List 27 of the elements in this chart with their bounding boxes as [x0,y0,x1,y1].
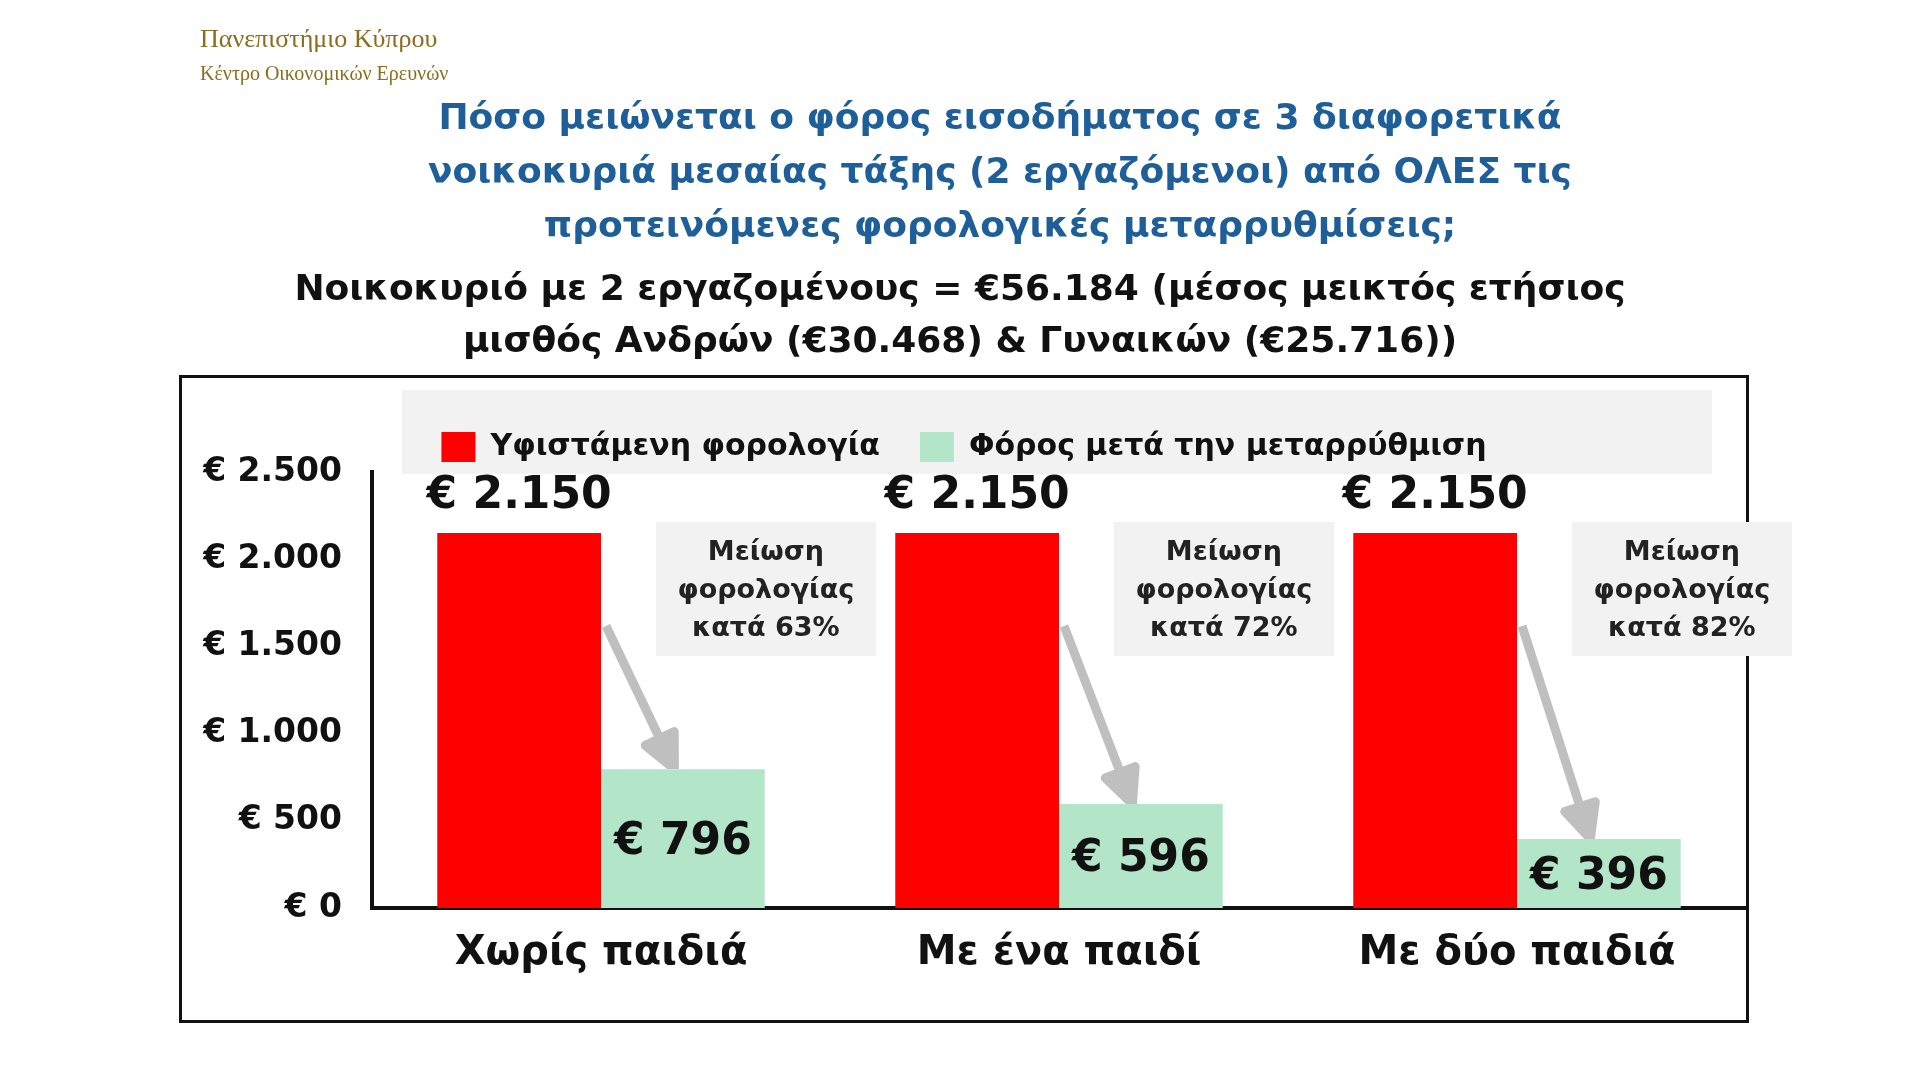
y-tick-label: € 2.000 [202,536,342,576]
y-tick-label: € 1.000 [202,711,342,751]
bar [895,533,1059,908]
y-tick-label: € 2.500 [202,449,342,489]
y-tick-label: € 500 [237,798,342,838]
data-label: € 2.150 [425,467,612,519]
annotation: Μείωση φορολογίας κατά 63% [655,522,876,656]
x-tick-label: Χωρίς παιδιά [454,927,748,974]
text: Κέντρο Οικονομικών Ερευνών [200,61,449,87]
data-label: € 2.150 [1341,467,1528,519]
chart-subtitle: Νοικοκυριό με 2 εργαζομένους = €56.184 (μέσος μεικτός ετήσιος μισθός Ανδρών (€30.468) & Γυναικών (€25.716)) [293,266,1627,362]
x-tick-label: Με δύο παιδιά [1358,927,1676,974]
legend-label: Φόρος μετά την μεταρρύθμιση [968,426,1487,462]
text: Πανεπιστήμιο Κύπρου [200,23,439,55]
data-label: € 2.150 [883,467,1070,519]
y-tick-label: € 0 [283,885,342,925]
chart-title: Πόσο μειώνεται ο φόρος εισοδήματος σε 3 διαφορετικά νοικοκυριά μεσαίας τάξης (2 εργαζόμενοι) από ΟΛΕΣ τις προτεινόμενες φορολογικές μεταρρυθμίσεις; [427,95,1573,247]
bar [437,533,601,908]
annotation: Μείωση φορολογίας κατά 72% [1113,522,1334,656]
data-label: € 796 [612,813,752,865]
data-label: € 596 [1070,830,1210,882]
y-tick-label: € 1.500 [202,623,342,663]
legend-label: Υφιστάμενη φορολογία [489,426,880,462]
bar [601,769,765,908]
data-label: € 396 [1528,847,1668,899]
x-tick-label: Με ένα παιδί [916,927,1202,974]
annotation: Μείωση φορολογίας κατά 82% [1571,522,1792,656]
